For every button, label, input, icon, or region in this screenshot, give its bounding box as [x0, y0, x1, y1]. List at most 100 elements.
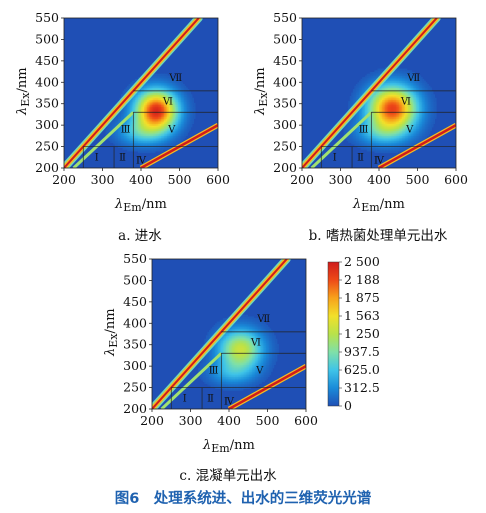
heatmap-cell	[357, 118, 360, 121]
heatmap-cell	[171, 82, 174, 85]
heatmap-cell	[159, 142, 162, 145]
heatmap-cell	[411, 92, 414, 95]
heatmap-cell	[382, 149, 385, 152]
heatmap-cell	[397, 97, 400, 101]
heatmap-cell	[162, 118, 165, 121]
heatmap-cell	[406, 102, 409, 106]
heatmap-cell	[380, 87, 383, 90]
heatmap-cell	[218, 385, 221, 388]
heatmap-cell	[130, 101, 133, 104]
heatmap-cell	[179, 87, 182, 90]
heatmap-cell	[139, 99, 142, 102]
heatmap-cell	[346, 135, 349, 138]
heatmap-cell	[372, 106, 375, 109]
heatmap-cell	[147, 84, 150, 87]
heatmap-cell	[171, 99, 174, 102]
heatmap-cell	[432, 106, 436, 109]
heatmap-cell	[417, 87, 420, 90]
heatmap-cell	[369, 118, 372, 121]
heatmap-cell	[215, 352, 218, 355]
heatmap-cell	[375, 72, 379, 75]
heatmap-cell	[385, 108, 388, 111]
heatmap-cell	[139, 150, 142, 154]
heatmap-cell	[133, 97, 136, 101]
heatmap-cell	[375, 96, 379, 99]
y-tick-label: 300	[35, 117, 59, 132]
heatmap-cell	[173, 104, 176, 107]
heatmap-cell	[150, 130, 153, 133]
heatmap-cell	[219, 343, 222, 347]
heatmap-cell	[400, 82, 403, 85]
heatmap-cell	[120, 144, 124, 147]
heatmap-cell	[403, 78, 406, 82]
heatmap-cell	[357, 96, 360, 99]
heatmap-cell	[174, 118, 178, 121]
heatmap-cell	[218, 321, 221, 324]
heatmap-cell	[117, 113, 121, 116]
heatmap-cell	[145, 121, 148, 125]
heatmap-cell	[156, 149, 159, 152]
heatmap-cell	[408, 144, 411, 147]
heatmap-cell	[128, 116, 131, 119]
heatmap-cell	[153, 90, 156, 94]
heatmap-cell	[133, 102, 136, 106]
heatmap-cell	[142, 130, 145, 133]
heatmap-cell	[144, 96, 147, 99]
heatmap-cell	[385, 128, 388, 131]
heatmap-cell	[349, 135, 352, 138]
heatmap-cell	[174, 113, 178, 116]
heatmap-cell	[399, 116, 402, 119]
heatmap-cell	[202, 376, 205, 379]
region-label: Ⅰ	[333, 152, 337, 163]
heatmap-cell	[159, 121, 162, 125]
heatmap-cell	[423, 102, 426, 106]
heatmap-cell	[395, 101, 399, 104]
heatmap-cell	[399, 144, 402, 147]
heatmap-cell	[157, 123, 161, 126]
heatmap-cell	[417, 109, 420, 113]
heatmap-cell	[366, 149, 369, 152]
heatmap-cell	[168, 80, 171, 83]
heatmap-cell	[400, 92, 403, 95]
heatmap-cell	[157, 75, 161, 78]
heatmap-cell	[392, 116, 395, 119]
heatmap-cell	[415, 99, 419, 102]
heatmap-cell	[144, 135, 147, 138]
heatmap-cell	[402, 87, 405, 90]
heatmap-cell	[355, 128, 359, 131]
heatmap-cell	[128, 135, 131, 138]
heatmap-cell	[219, 369, 222, 372]
heatmap-cell	[165, 138, 168, 142]
heatmap-cell	[434, 113, 437, 116]
heatmap-cell	[406, 94, 409, 97]
heatmap-cell	[168, 89, 171, 92]
heatmap-cell	[400, 120, 403, 123]
heatmap-cell	[354, 99, 357, 102]
heatmap-cell	[365, 140, 368, 143]
heatmap-cell	[388, 104, 391, 107]
heatmap-cell	[346, 125, 349, 128]
heatmap-cell	[147, 147, 150, 150]
heatmap-cell	[391, 120, 394, 123]
heatmap-cell	[137, 96, 141, 99]
heatmap-cell	[154, 116, 157, 119]
heatmap-cell	[204, 359, 207, 362]
heatmap-cell	[388, 78, 391, 82]
heatmap-cell	[161, 116, 164, 119]
heatmap-cell	[119, 137, 122, 140]
heatmap-cell	[215, 369, 218, 372]
heatmap-cell	[420, 128, 423, 131]
heatmap-cell	[202, 362, 205, 366]
heatmap-cell	[111, 140, 114, 143]
heatmap-cell	[202, 357, 205, 360]
heatmap-cell	[388, 113, 391, 116]
heatmap-cell	[141, 114, 144, 118]
heatmap-cell	[366, 137, 369, 140]
heatmap-cell	[395, 120, 399, 123]
heatmap-cell	[127, 137, 130, 140]
heatmap-cell	[406, 120, 409, 123]
heatmap-cell	[386, 118, 389, 121]
heatmap-cell	[173, 101, 176, 104]
heatmap-cell	[168, 118, 171, 121]
heatmap-cell	[174, 126, 178, 130]
